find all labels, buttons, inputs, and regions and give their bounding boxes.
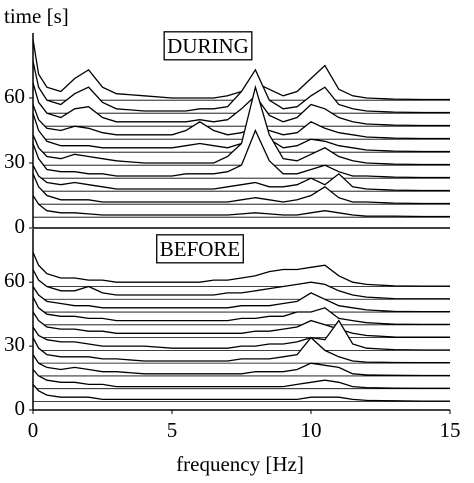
ridge-line: [32, 128, 450, 179]
y-tick-label: 30: [4, 149, 25, 173]
ridge-line: [32, 84, 450, 166]
ridge-line: [32, 173, 450, 205]
panel-title-text: DURING: [167, 34, 249, 58]
ridge-fill: [33, 87, 450, 166]
panel-title-text: BEFORE: [160, 237, 241, 261]
ridge-line: [32, 354, 450, 377]
ridge-fill: [33, 104, 450, 140]
ridge-fill: [33, 369, 450, 389]
panel-title-box: [156, 234, 244, 264]
ridge-line: [32, 383, 450, 402]
ridge-fill: [33, 165, 450, 192]
y-tick-label: 60: [4, 268, 25, 292]
ridge-line: [32, 252, 450, 287]
ridge-fill: [33, 130, 450, 179]
panel-title: BEFORE: [156, 234, 244, 264]
ridge-fill: [33, 320, 450, 351]
ridge-line: [32, 319, 450, 351]
x-tick-label: 10: [301, 418, 322, 442]
y-tick-label: 60: [4, 84, 25, 108]
ridge-fill: [33, 384, 450, 402]
ridge-fill: [33, 195, 450, 218]
y-tick-label: 0: [15, 396, 26, 420]
ridge-line: [32, 336, 450, 364]
ridge-line: [32, 112, 450, 153]
ridge-fill: [33, 61, 450, 114]
y-tick-label: 0: [15, 214, 26, 238]
ridge-fill: [33, 297, 450, 325]
ridge-line: [32, 104, 450, 140]
y-tick-label: 30: [4, 332, 25, 356]
ridge-fill: [33, 337, 450, 364]
ridge-fill: [33, 252, 450, 287]
panel-title: DURING: [163, 31, 253, 61]
ridge-fill: [33, 354, 450, 376]
ridge-fill: [33, 286, 450, 312]
ridge-fill: [33, 173, 450, 205]
ridge-line: [32, 164, 450, 192]
ridge-line: [32, 269, 450, 300]
y-axis-label: time [s]: [4, 4, 69, 28]
panel-title-box: [163, 31, 253, 61]
x-axis-label: frequency [Hz]: [176, 452, 304, 476]
ridge-fill: [33, 82, 450, 127]
ridge-line: [32, 39, 450, 101]
ridge-line: [32, 311, 450, 338]
x-tick-label: 15: [440, 418, 461, 442]
ridge-line: [32, 61, 450, 114]
ridge-line: [32, 296, 450, 326]
ridge-line: [32, 369, 450, 389]
x-tick-label: 0: [28, 418, 39, 442]
ridge-line: [32, 195, 450, 218]
ridge-line: [32, 82, 450, 127]
ridge-line: [32, 286, 450, 313]
x-tick-label: 5: [167, 418, 178, 442]
